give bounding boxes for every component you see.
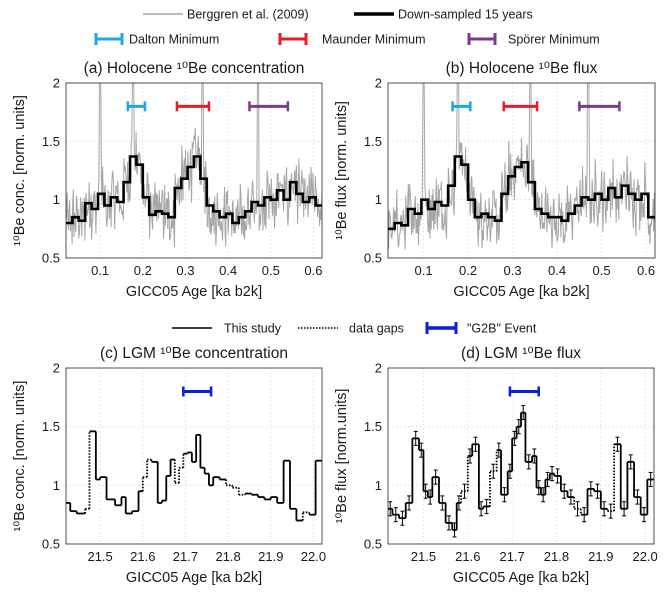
- x-tick-label: 0.5: [593, 263, 611, 278]
- range-sp-rer-minimum: [248, 101, 290, 112]
- y-tick-label: 0.5: [364, 537, 382, 552]
- panel-title: (d) LGM ¹⁰Be flux: [461, 345, 581, 362]
- y-tick-label: 1: [375, 478, 382, 493]
- axes-frame: [387, 367, 655, 545]
- y-tick-label: 1.5: [364, 134, 382, 149]
- y-tick-label: 0.5: [364, 251, 382, 266]
- x-tick-label: 0.6: [637, 263, 655, 278]
- y-tick-label: 2: [53, 76, 60, 91]
- x-tick-label: 0.2: [459, 263, 477, 278]
- y-axis-label: ¹⁰Be conc. [norm. units]: [12, 95, 28, 246]
- x-tick-label: 0.6: [304, 263, 322, 278]
- x-tick-label: 21.6: [130, 549, 155, 564]
- x-tick-label: 0.3: [176, 263, 194, 278]
- y-tick-label: 0.5: [42, 251, 60, 266]
- range-dalton-minimum: [126, 101, 147, 112]
- range-maunder-minimum: [502, 101, 539, 112]
- plot-area: [66, 430, 322, 522]
- y-tick-label: 1: [53, 192, 60, 207]
- range-g2b-event: [182, 386, 213, 397]
- panel-title: (b) Holocene ¹⁰Be flux: [446, 60, 598, 77]
- y-axis-label: ¹⁰Be flux [norm. units]: [334, 101, 350, 240]
- legend-label-g2b: "G2B" Event: [467, 322, 537, 336]
- range-dalton-minimum: [451, 101, 472, 112]
- legend-swatch-g2b: [425, 322, 458, 334]
- x-tick-label: 0.2: [134, 263, 152, 278]
- legend-label-berggren: Berggren et al. (2009): [187, 8, 309, 22]
- x-tick-label: 22.0: [301, 549, 326, 564]
- x-tick-label: 0.4: [219, 263, 237, 278]
- x-tick-label: 21.7: [173, 549, 198, 564]
- x-tick-label: 0.1: [415, 263, 433, 278]
- y-tick-label: 0.5: [42, 537, 60, 552]
- panel-a-holocene-concentration: 0.1 0.2 0.3 0.4 0.5 0.6 0.5 1 1.5 2 (a) Holocene ¹…: [12, 60, 323, 300]
- legend-label-dalton: Dalton Minimum: [129, 33, 219, 47]
- x-tick-label: 21.8: [215, 549, 240, 564]
- y-tick-label: 2: [375, 76, 382, 91]
- legend-swatch-maunder: [278, 33, 308, 45]
- plot-area: [66, 83, 322, 248]
- panel-c-lgm-concentration: 21.5 21.6 21.7 21.8 21.9 22.0 0.5 1 1.5 2 (c) LGM …: [12, 345, 326, 586]
- y-tick-label: 1.5: [42, 134, 60, 149]
- x-tick-label: 0.3: [504, 263, 522, 278]
- legend-swatch-dalton: [94, 33, 124, 45]
- x-tick-label: 0.5: [262, 263, 280, 278]
- axes-frame: [65, 367, 323, 545]
- x-tick-label: 21.8: [544, 549, 569, 564]
- legend-label-downsampled: Down-sampled 15 years: [398, 8, 533, 22]
- x-tick-label: 21.6: [455, 549, 480, 564]
- axes-frame: [387, 82, 656, 259]
- x-axis-label: GICC05 Age [ka b2k]: [126, 284, 262, 300]
- x-tick-label: 0.4: [548, 263, 566, 278]
- plot-area: [388, 83, 655, 250]
- x-tick-label: 21.9: [588, 549, 613, 564]
- panel-b-holocene-flux: 0.1 0.2 0.3 0.4 0.5 0.6 0.5 1 1.5 2 (b) Holocene ¹…: [334, 60, 656, 300]
- y-tick-label: 2: [375, 361, 382, 376]
- series-berggren-line: [388, 83, 655, 250]
- minima-legend: Dalton Minimum Maunder Minimum Spörer Mi…: [94, 33, 600, 47]
- legend-swatch-sporer: [467, 33, 497, 45]
- plot-area: [388, 405, 654, 538]
- legend-label-this-study: This study: [224, 322, 282, 336]
- x-axis-label: GICC05 Age [ka b2k]: [453, 284, 589, 300]
- x-tick-label: 21.5: [87, 549, 112, 564]
- panel-d-lgm-flux: 21.5 21.6 21.7 21.8 21.9 22.0 0.5 1 1.5 2 (d) LGM …: [334, 345, 658, 586]
- y-tick-label: 2: [53, 361, 60, 376]
- range-g2b-event: [508, 386, 540, 397]
- y-tick-label: 1.5: [364, 419, 382, 434]
- x-tick-label: 0.1: [91, 263, 109, 278]
- panel-title: (c) LGM ¹⁰Be concentration: [100, 345, 288, 362]
- x-axis-label: GICC05 Age [ka b2k]: [453, 570, 589, 586]
- y-tick-label: 1: [375, 192, 382, 207]
- x-axis-label: GICC05 Age [ka b2k]: [126, 570, 262, 586]
- y-tick-label: 1: [53, 478, 60, 493]
- legend-label-data-gaps: data gaps: [349, 322, 404, 336]
- x-tick-label: 21.5: [411, 549, 436, 564]
- bottom-legend: This study data gaps "G2B" Event: [172, 322, 537, 336]
- top-legend: Berggren et al. (2009) Down-sampled 15 y…: [143, 8, 533, 22]
- x-tick-label: 21.7: [499, 549, 524, 564]
- series-downsampled-step: [388, 155, 655, 231]
- y-tick-label: 1.5: [42, 419, 60, 434]
- legend-label-maunder: Maunder Minimum: [322, 33, 426, 47]
- legend-label-sporer: Spörer Minimum: [508, 33, 600, 47]
- range-maunder-minimum: [175, 101, 211, 112]
- range-sp-rer-minimum: [578, 101, 621, 112]
- x-tick-label: 22.0: [632, 549, 657, 564]
- y-axis-label: ¹⁰Be conc. [norm. units]: [12, 381, 28, 532]
- panel-title: (a) Holocene ¹⁰Be concentration: [84, 60, 305, 77]
- x-tick-label: 21.9: [258, 549, 283, 564]
- y-axis-label: ¹⁰Be flux [norm.units]: [334, 389, 350, 524]
- axes-frame: [65, 82, 323, 259]
- series-downsampled-step: [66, 155, 322, 225]
